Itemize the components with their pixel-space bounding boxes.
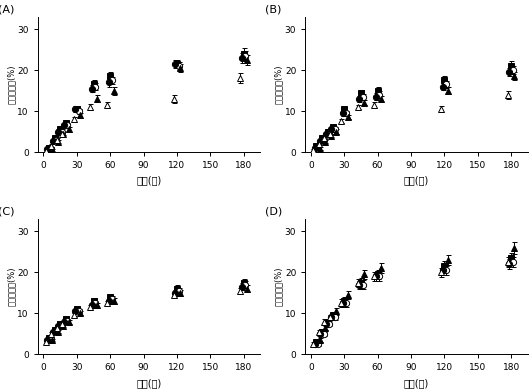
Y-axis label: 累積溶出率(%): 累積溶出率(%) <box>7 65 16 104</box>
Text: (B): (B) <box>265 4 281 14</box>
Text: (A): (A) <box>0 4 14 14</box>
Text: (D): (D) <box>265 207 282 216</box>
X-axis label: 時間(分): 時間(分) <box>404 176 429 185</box>
Text: (C): (C) <box>0 207 14 216</box>
Y-axis label: 累積溶出率(%): 累積溶出率(%) <box>275 267 284 307</box>
Y-axis label: 累積溶出率(%): 累積溶出率(%) <box>275 65 284 104</box>
X-axis label: 時間(分): 時間(分) <box>137 176 162 185</box>
X-axis label: 時間(分): 時間(分) <box>137 378 162 388</box>
X-axis label: 時間(分): 時間(分) <box>404 378 429 388</box>
Y-axis label: 累積溶出率(%): 累積溶出率(%) <box>7 267 16 307</box>
